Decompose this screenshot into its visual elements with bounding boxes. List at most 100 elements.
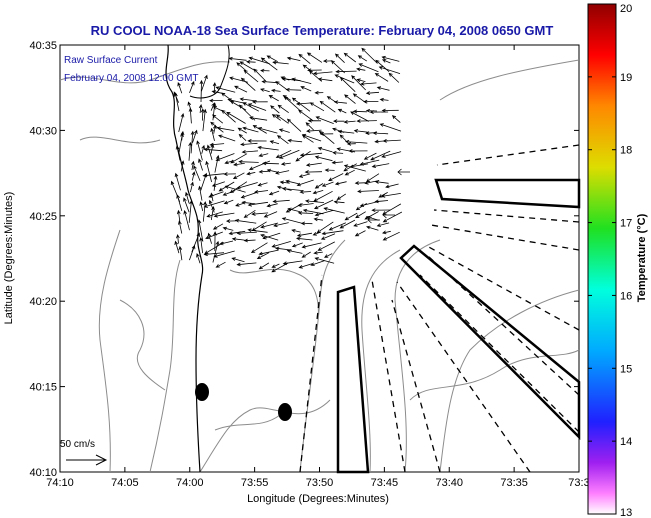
current-vector	[177, 82, 183, 94]
current-vector	[382, 230, 391, 235]
current-vector	[285, 179, 300, 185]
current-vector	[335, 69, 357, 74]
current-vector	[260, 222, 279, 229]
contour-line	[199, 399, 331, 473]
current-vector	[221, 109, 236, 123]
current-vector	[381, 151, 402, 158]
current-vector	[248, 56, 270, 65]
current-vector	[378, 66, 401, 74]
current-vector	[191, 171, 196, 181]
current-vector	[231, 237, 245, 241]
buoy-marker	[195, 383, 209, 401]
current-vector	[276, 135, 289, 145]
current-vector	[320, 233, 336, 240]
current-vector	[212, 106, 223, 112]
y-axis: 40:35 40:30 40:25 40:20 40:15 40:10	[29, 40, 579, 479]
current-vector	[224, 160, 234, 165]
x-tick-label: 73:45	[371, 477, 399, 489]
current-vector	[199, 79, 204, 103]
current-vector	[242, 126, 259, 133]
current-vector	[202, 201, 207, 222]
current-vector	[343, 119, 356, 124]
current-vector	[273, 222, 289, 228]
current-vector	[374, 180, 389, 184]
current-vector	[210, 143, 215, 154]
current-vector	[356, 78, 366, 83]
current-vector	[199, 237, 203, 254]
current-vector	[188, 107, 193, 124]
current-vector	[174, 172, 181, 191]
current-vector	[262, 161, 279, 166]
current-vector	[356, 67, 366, 72]
current-vector	[260, 68, 270, 73]
current-vector	[178, 112, 185, 133]
current-vector	[379, 123, 402, 132]
current-vector	[353, 221, 368, 227]
current-vector	[199, 201, 204, 212]
current-vector	[354, 230, 366, 237]
contour-line	[98, 229, 121, 473]
current-vector	[353, 129, 368, 133]
current-vector	[324, 168, 335, 173]
current-vector	[337, 108, 347, 114]
current-vector	[272, 60, 289, 65]
current-vector	[285, 87, 302, 92]
current-vector	[253, 68, 267, 82]
current-vector	[188, 141, 193, 161]
current-vector	[219, 240, 234, 246]
current-vector	[381, 108, 399, 113]
x-tick-label: 73:55	[241, 477, 269, 489]
current-vector	[180, 160, 185, 172]
current-vector	[236, 62, 247, 71]
current-vector	[286, 56, 301, 61]
current-vector	[343, 52, 357, 63]
current-vector	[183, 197, 190, 213]
current-vector	[312, 71, 333, 76]
current-vector	[262, 232, 281, 240]
current-vector	[314, 210, 334, 217]
current-vector	[295, 236, 313, 241]
current-vector	[240, 77, 256, 91]
current-vector	[291, 77, 312, 84]
y-tick-label: 40:10	[29, 467, 57, 479]
current-vector	[374, 199, 389, 204]
current-vector	[312, 231, 322, 236]
current-vector	[318, 130, 335, 145]
current-vector	[381, 193, 401, 198]
current-vector	[272, 199, 290, 204]
current-vector	[298, 173, 311, 178]
current-vector	[269, 140, 280, 145]
current-vector	[365, 108, 378, 113]
current-vector	[260, 57, 278, 71]
current-vector	[284, 96, 301, 112]
colorbar-ticks: 20 19 18 17 16 15 14 13	[588, 3, 632, 518]
current-vector	[193, 165, 201, 182]
current-vector	[263, 211, 278, 218]
contour-line	[119, 299, 166, 391]
current-vector	[326, 96, 336, 103]
current-vector	[258, 169, 270, 174]
x-axis: 74:10 74:05 74:00 73:55 73:50 73:45 73:40 73:35…	[46, 45, 590, 489]
current-vector	[275, 149, 292, 158]
y-tick-label: 40:20	[29, 296, 57, 308]
current-vector	[212, 240, 220, 263]
current-vector	[333, 100, 347, 105]
current-vector	[213, 212, 235, 218]
current-vector	[313, 199, 334, 210]
current-vector	[266, 203, 278, 208]
current-vector	[397, 168, 410, 176]
current-vector	[243, 238, 256, 243]
current-vector	[330, 60, 346, 74]
current-vector	[228, 56, 247, 61]
current-vector	[367, 216, 380, 224]
current-vector	[174, 240, 180, 254]
current-vector	[261, 79, 278, 84]
current-vector	[214, 154, 220, 173]
current-vector	[306, 129, 322, 133]
current-vector	[245, 60, 256, 64]
current-vector	[222, 190, 236, 196]
current-vector	[301, 242, 322, 249]
current-vector	[238, 159, 259, 164]
current-vector	[363, 152, 377, 160]
